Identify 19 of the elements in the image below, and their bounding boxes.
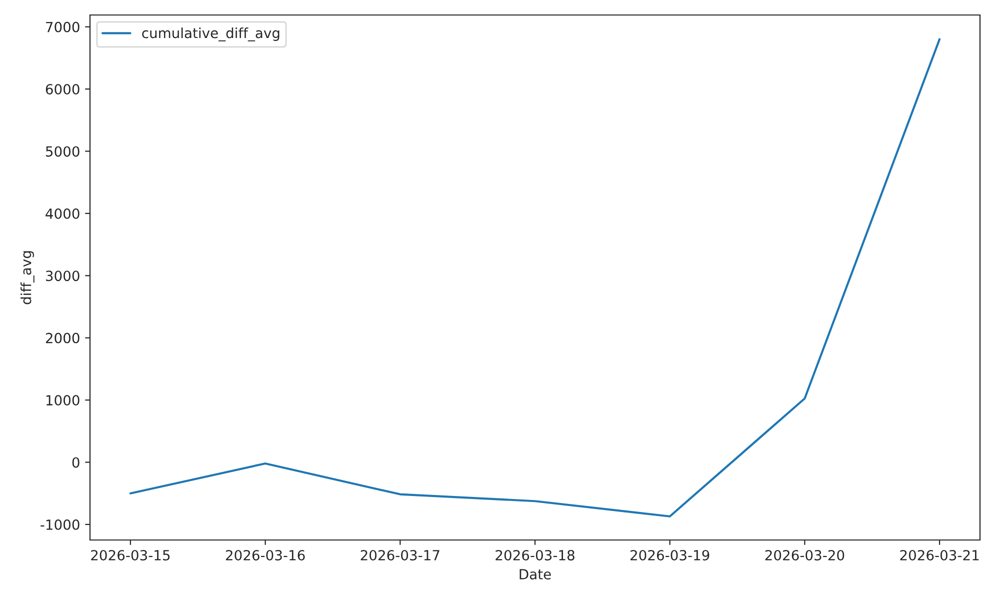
legend-label: cumulative_diff_avg	[142, 28, 280, 42]
y-tick-label: 3000	[46, 270, 80, 282]
x-tick-label: 2026-03-16	[226, 550, 305, 560]
y-tick-label: 4000	[46, 208, 80, 219]
y-tick-label: 7000	[46, 22, 80, 32]
y-tick-label: 0	[72, 457, 80, 468]
y-axis-title: diff_avg	[20, 251, 34, 304]
x-tick-label: 2026-03-15	[91, 550, 170, 560]
x-axis-title: Date	[520, 569, 551, 580]
y-tick-label: 1000	[46, 395, 80, 406]
y-tick-label: -1000	[40, 519, 80, 530]
x-tick-label: 2026-03-19	[630, 550, 710, 560]
y-tick-label: 6000	[46, 84, 80, 94]
x-tick-label: 2026-03-21	[900, 550, 979, 560]
y-tick-label: 5000	[46, 146, 80, 157]
x-tick-label: 2026-03-17	[360, 550, 440, 560]
x-tick-label: 2026-03-20	[765, 550, 844, 560]
y-tick-label: 2000	[46, 332, 80, 344]
x-tick-label: 2026-03-18	[496, 550, 574, 560]
